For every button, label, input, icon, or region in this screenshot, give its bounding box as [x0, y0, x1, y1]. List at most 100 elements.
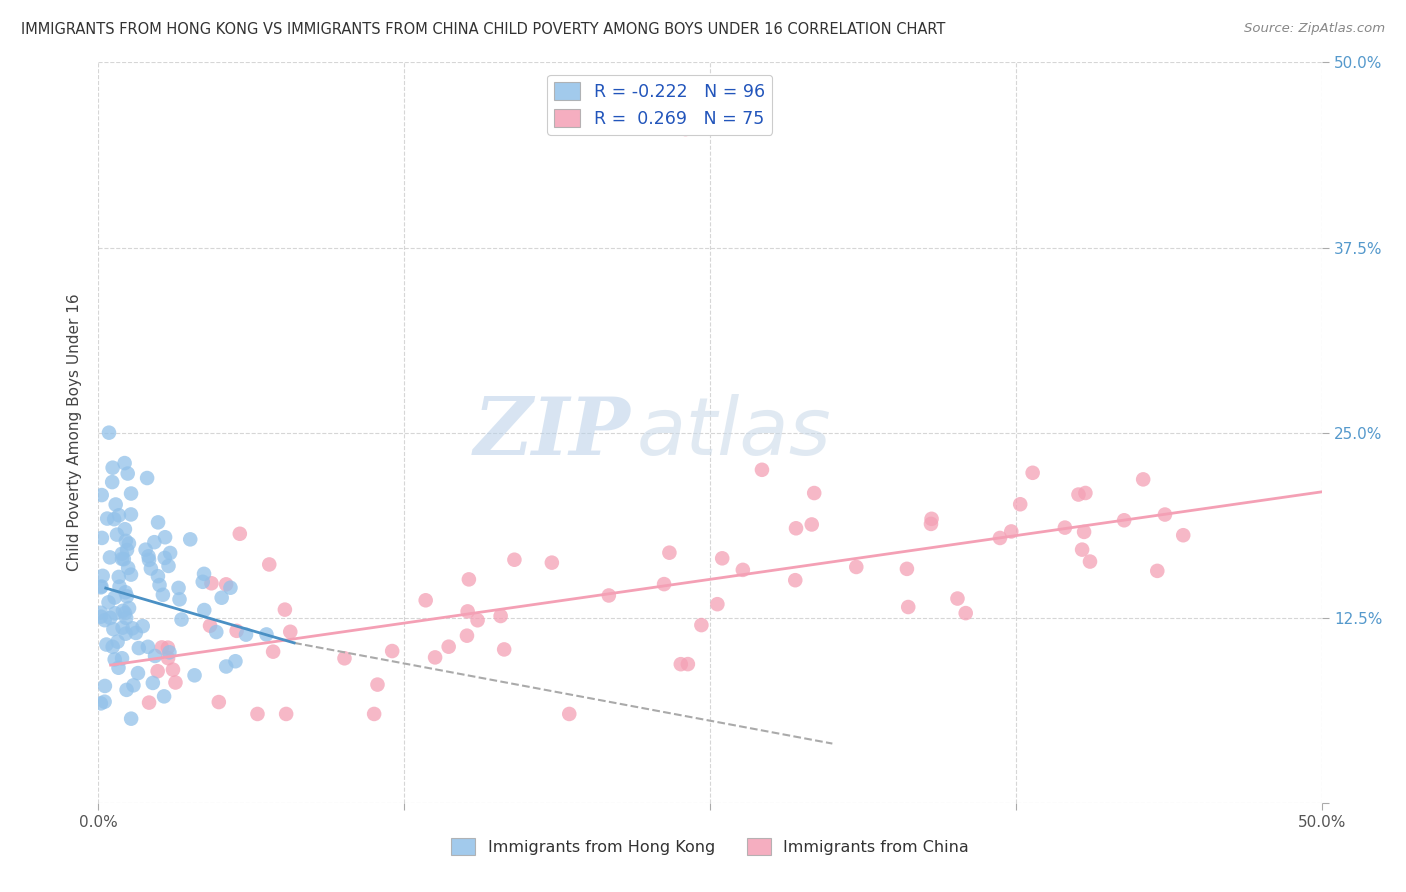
- Point: [246, 706, 269, 721]
- Point: [1067, 487, 1090, 501]
- Point: [118, 601, 141, 615]
- Point: [118, 536, 141, 550]
- Point: [128, 641, 150, 656]
- Point: [114, 456, 136, 470]
- Point: [143, 535, 166, 549]
- Point: [103, 512, 125, 526]
- Point: [117, 467, 139, 481]
- Point: [274, 602, 297, 616]
- Point: [108, 580, 131, 594]
- Point: [1053, 520, 1076, 534]
- Point: [896, 562, 918, 576]
- Point: [135, 542, 157, 557]
- Point: [114, 606, 136, 620]
- Point: [96, 511, 118, 525]
- Point: [127, 666, 149, 681]
- Text: atlas: atlas: [637, 393, 831, 472]
- Point: [90, 579, 112, 593]
- Text: ZIP: ZIP: [474, 394, 630, 471]
- Point: [229, 526, 252, 541]
- Point: [143, 648, 166, 663]
- Point: [658, 546, 681, 560]
- Point: [193, 566, 215, 581]
- Point: [101, 475, 124, 489]
- Point: [225, 624, 247, 638]
- Point: [157, 645, 180, 659]
- Point: [121, 621, 143, 635]
- Point: [558, 706, 581, 721]
- Point: [921, 512, 943, 526]
- Point: [598, 589, 620, 603]
- Point: [165, 675, 187, 690]
- Point: [90, 609, 112, 624]
- Point: [146, 664, 169, 678]
- Point: [98, 550, 121, 565]
- Point: [167, 581, 190, 595]
- Point: [845, 560, 868, 574]
- Point: [111, 547, 134, 561]
- Point: [494, 642, 516, 657]
- Point: [1173, 528, 1195, 542]
- Point: [219, 581, 242, 595]
- Point: [1073, 524, 1095, 539]
- Point: [706, 597, 728, 611]
- Point: [211, 591, 233, 605]
- Point: [104, 607, 127, 621]
- Point: [120, 486, 142, 500]
- Point: [153, 530, 176, 544]
- Point: [1114, 513, 1136, 527]
- Point: [90, 531, 112, 545]
- Point: [200, 576, 222, 591]
- Point: [1078, 555, 1101, 569]
- Point: [467, 613, 489, 627]
- Point: [114, 626, 136, 640]
- Point: [437, 640, 460, 654]
- Point: [711, 551, 734, 566]
- Point: [101, 460, 124, 475]
- Point: [215, 659, 238, 673]
- Point: [690, 618, 713, 632]
- Point: [955, 606, 977, 620]
- Point: [132, 619, 155, 633]
- Point: [142, 676, 165, 690]
- Point: [751, 463, 773, 477]
- Point: [540, 556, 562, 570]
- Point: [146, 569, 169, 583]
- Point: [138, 696, 160, 710]
- Point: [205, 625, 228, 640]
- Point: [366, 677, 388, 691]
- Point: [136, 640, 159, 654]
- Point: [90, 606, 112, 620]
- Point: [1074, 486, 1097, 500]
- Point: [988, 531, 1011, 545]
- Point: [1132, 472, 1154, 486]
- Point: [1021, 466, 1043, 480]
- Point: [105, 527, 128, 541]
- Point: [108, 508, 131, 523]
- Point: [381, 644, 404, 658]
- Point: [191, 574, 214, 589]
- Point: [125, 626, 148, 640]
- Point: [276, 706, 298, 721]
- Point: [208, 695, 231, 709]
- Point: [115, 542, 138, 557]
- Point: [457, 604, 479, 618]
- Point: [146, 516, 169, 530]
- Point: [1000, 524, 1022, 539]
- Point: [363, 706, 385, 721]
- Point: [107, 570, 129, 584]
- Y-axis label: Child Poverty Among Boys Under 16: Child Poverty Among Boys Under 16: [67, 293, 83, 572]
- Point: [117, 561, 139, 575]
- Point: [111, 552, 134, 566]
- Point: [897, 600, 920, 615]
- Point: [111, 604, 134, 618]
- Point: [169, 592, 191, 607]
- Point: [152, 588, 174, 602]
- Point: [93, 613, 115, 627]
- Point: [114, 533, 136, 548]
- Point: [489, 609, 512, 624]
- Point: [107, 661, 129, 675]
- Point: [731, 563, 754, 577]
- Point: [235, 627, 257, 641]
- Point: [193, 603, 215, 617]
